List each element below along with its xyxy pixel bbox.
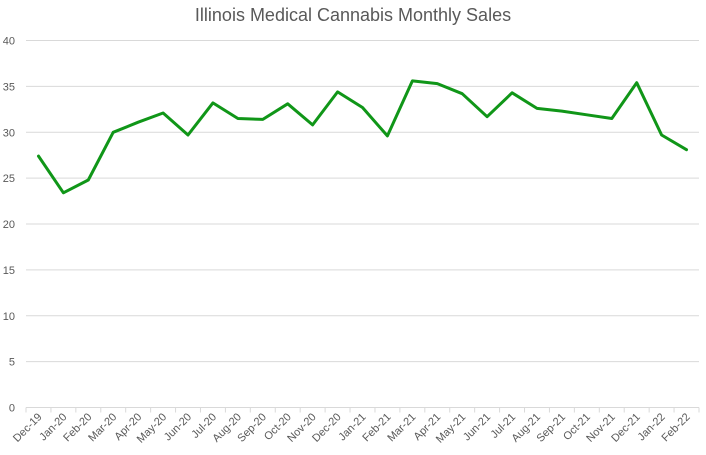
series-layer bbox=[37, 79, 688, 195]
chart-title: Illinois Medical Cannabis Monthly Sales bbox=[195, 5, 511, 25]
y-tick-label: 20 bbox=[3, 219, 15, 231]
y-tick-label: 15 bbox=[3, 265, 15, 277]
y-tick-label: 0 bbox=[9, 403, 15, 415]
y-axis-ticks: 0 5 10 15 20 25 30 35 40 bbox=[3, 36, 15, 415]
y-tick-label: 5 bbox=[9, 357, 15, 369]
y-tick-label: 30 bbox=[3, 127, 15, 139]
x-axis: Dec-19Jan-20Feb-20Mar-20Apr-20May-20Jun-… bbox=[11, 407, 700, 446]
x-tick-label: Jun-21 bbox=[461, 411, 493, 443]
series-line bbox=[37, 79, 688, 195]
x-tick-label: Jun-20 bbox=[162, 411, 194, 443]
x-tick-label: Dec-19 bbox=[11, 411, 45, 445]
y-tick-label: 35 bbox=[3, 81, 15, 93]
y-tick-label: 40 bbox=[3, 36, 15, 48]
x-tick-label: Mar-20 bbox=[86, 411, 119, 444]
x-tick-label: Mar-21 bbox=[385, 411, 418, 444]
y-tick-label: 10 bbox=[3, 311, 15, 323]
gridlines bbox=[26, 40, 699, 408]
x-tick-label: Feb-22 bbox=[660, 411, 693, 444]
y-tick-label: 25 bbox=[3, 173, 15, 185]
